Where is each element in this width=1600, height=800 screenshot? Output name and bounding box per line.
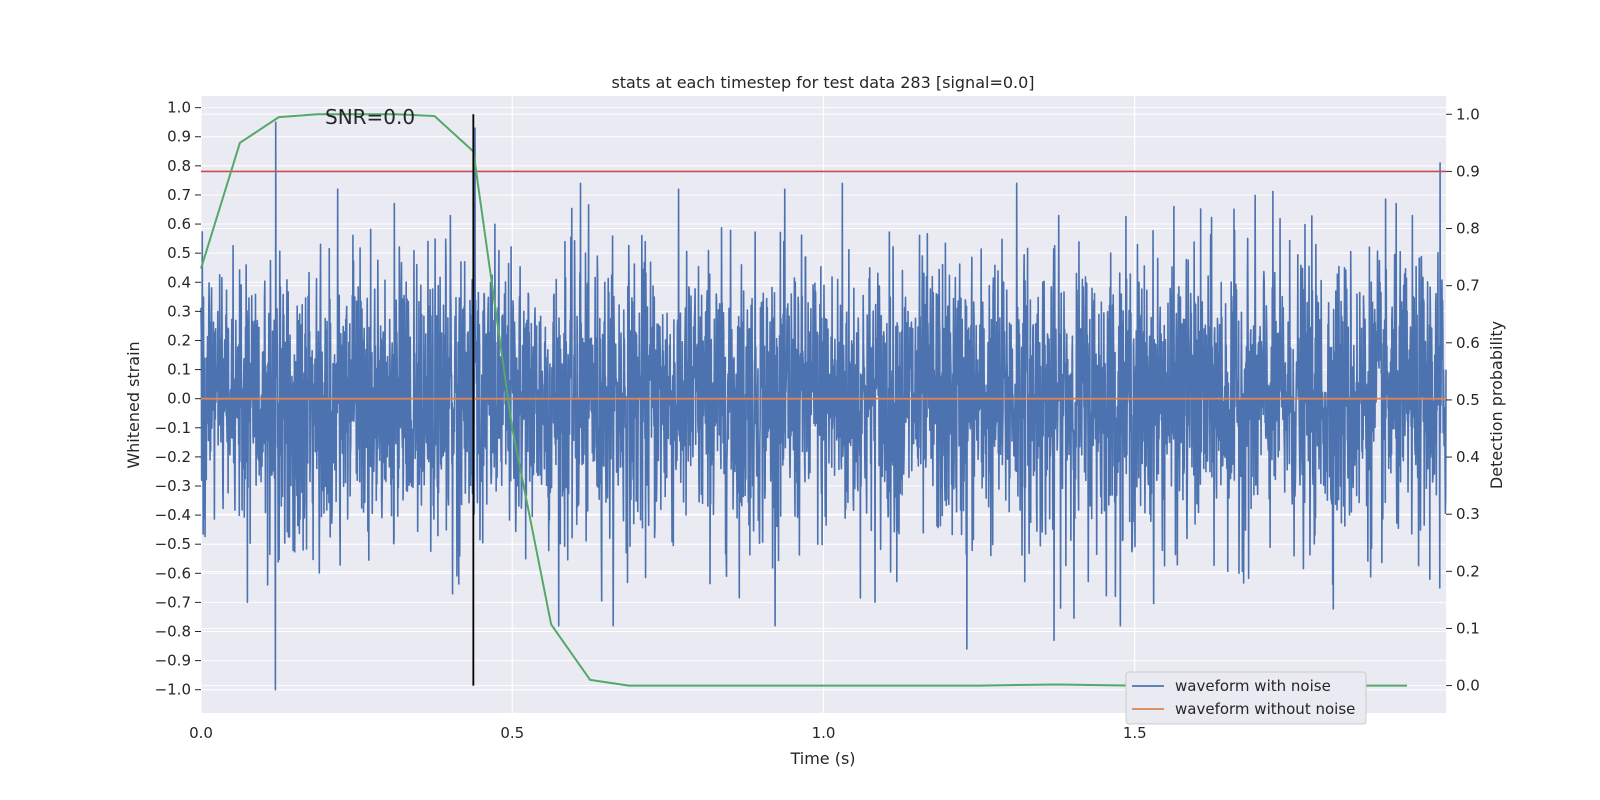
left-tick-label-5: −0.5: [155, 535, 191, 553]
left-tick-label-0: −1.0: [155, 681, 191, 699]
legend-box: [1125, 671, 1367, 725]
left-tick-label-14: 0.4: [167, 273, 191, 291]
x-tick-label-2: 1.0: [812, 724, 836, 742]
right-tick-label-8: 0.8: [1456, 220, 1480, 238]
left-tick-label-4: −0.6: [155, 564, 191, 582]
left-tick-label-19: 0.9: [167, 128, 191, 146]
right-tick-label-1: 0.1: [1456, 619, 1480, 637]
chart-title: stats at each timestep for test data 283…: [611, 73, 1034, 92]
x-tick-label-1: 0.5: [500, 724, 524, 742]
left-tick-label-9: −0.1: [155, 419, 191, 437]
left-tick-label-11: 0.1: [167, 361, 191, 379]
left-tick-label-1: −0.9: [155, 652, 191, 670]
legend-label-noise: waveform with noise: [1175, 677, 1331, 695]
left-tick-label-13: 0.3: [167, 302, 191, 320]
right-tick-label-3: 0.3: [1456, 505, 1480, 523]
left-tick-label-7: −0.3: [155, 477, 191, 495]
x-axis: 0.0 0.5 1.0 1.5: [189, 724, 1147, 742]
right-tick-label-0: 0.0: [1456, 677, 1480, 695]
series-layer: [200, 113, 1447, 691]
left-tick-label-2: −0.8: [155, 623, 191, 641]
right-tick-label-7: 0.7: [1456, 277, 1480, 295]
series-waveform-with-noise: [200, 121, 1447, 691]
left-tick-label-15: 0.5: [167, 244, 191, 262]
right-tick-label-5: 0.5: [1456, 391, 1480, 409]
left-tick-label-8: −0.2: [155, 448, 191, 466]
y-axis-label-left: Whitened strain: [124, 341, 143, 468]
right-tick-label-4: 0.4: [1456, 448, 1480, 466]
right-tick-label-2: 0.2: [1456, 562, 1480, 580]
left-y-axis: −1.0 −0.9 −0.8 −0.7 −0.6 −0.5 −0.4 −0.3 −0.2 −0.1…: [155, 99, 201, 699]
legend: waveform with noise waveform without noi…: [1125, 671, 1367, 725]
left-tick-label-17: 0.7: [167, 186, 191, 204]
left-tick-label-18: 0.8: [167, 157, 191, 175]
left-tick-label-12: 0.2: [167, 331, 191, 349]
x-tick-label-0: 0.0: [189, 724, 213, 742]
right-tick-label-10: 1.0: [1456, 105, 1480, 123]
left-tick-label-6: −0.4: [155, 506, 191, 524]
left-tick-label-3: −0.7: [155, 593, 191, 611]
left-tick-label-16: 0.6: [167, 215, 191, 233]
left-tick-label-10: 0.0: [167, 390, 191, 408]
right-tick-label-6: 0.6: [1456, 334, 1480, 352]
legend-label-clean: waveform without noise: [1175, 700, 1355, 718]
x-axis-label: Time (s): [789, 749, 855, 768]
right-tick-label-9: 0.9: [1456, 162, 1480, 180]
right-y-axis: 0.0 0.1 0.2 0.3 0.4 0.5 0.6 0.7 0.8 0.9 1.0: [1446, 105, 1480, 695]
x-tick-label-3: 1.5: [1123, 724, 1147, 742]
snr-annotation: SNR=0.0: [325, 105, 415, 129]
y-axis-label-right: Detection probability: [1487, 321, 1506, 489]
left-tick-label-20: 1.0: [167, 99, 191, 117]
